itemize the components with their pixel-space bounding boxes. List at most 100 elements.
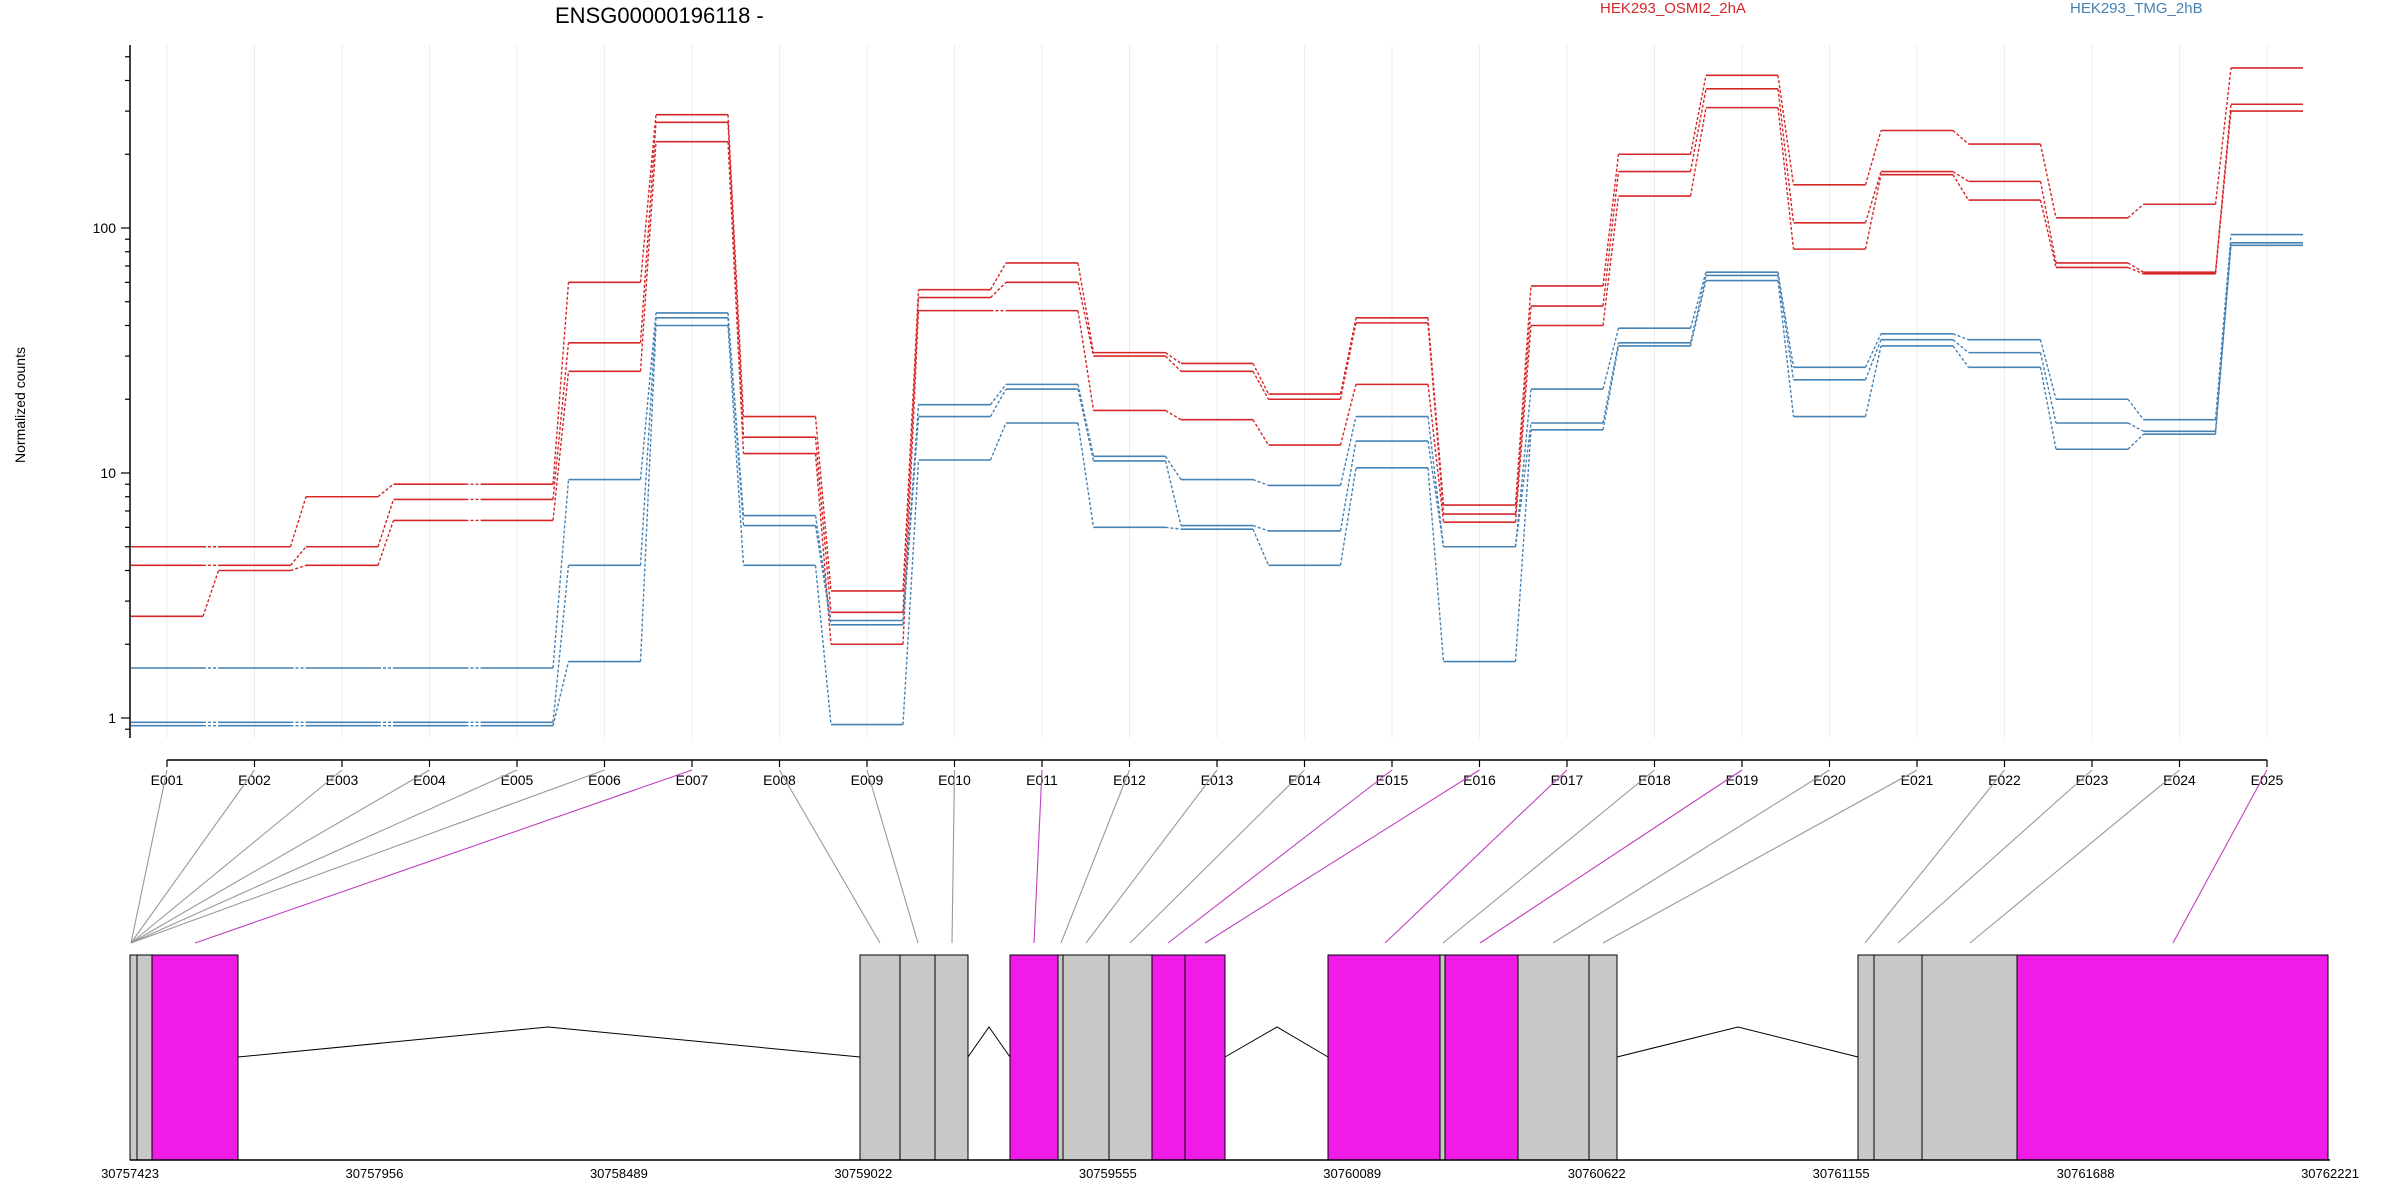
series-transition [639,325,657,662]
exon-connector [1129,769,1305,944]
exon-connector [130,769,605,944]
genomic-coordinate-axis: 30757423 30757956 30758489 30759022 30759555… [101,1159,2359,1181]
series-transition [990,281,1007,299]
x-tick-label: E002 [238,772,271,788]
plot-area [131,67,2303,727]
series-transition [1602,195,1620,326]
exon-connector [1204,769,1480,944]
series-transition [727,325,745,566]
series-transition [1165,352,1182,365]
series-transition [814,515,832,621]
exon-connector [1085,769,1218,944]
series-transition [2039,143,2057,219]
intron-line [1616,1026,1859,1058]
series-transition [1514,422,1532,547]
exon-block [1873,954,1923,1161]
exon-block [1439,954,1446,1161]
exon-connector [1060,769,1131,944]
series-transition [2039,352,2057,424]
series-transition [1339,317,1357,395]
series-transition [2127,398,2145,421]
series-transition [1252,528,1270,566]
series-transition [639,114,657,283]
coordinate-tick-label: 30759022 [834,1166,892,1181]
series-transition [902,459,920,725]
exon-block-highlighted [2016,954,2329,1161]
series-transition [1952,339,1969,354]
series-transition [1689,75,1707,155]
x-tick-label: E006 [588,772,621,788]
series-transition [1339,384,1357,446]
x-tick-label: E020 [1813,772,1846,788]
series-transition [989,388,1007,417]
exon-block [899,954,936,1161]
series-transition [1252,419,1270,446]
x-tick-label: E016 [1463,772,1496,788]
series-transition [1602,342,1620,424]
series-transition [1165,355,1182,372]
series-transition [727,122,745,438]
exon-connector [1897,769,2093,944]
exon-block [1921,954,2018,1161]
series-transition [1077,262,1095,353]
series-transition [202,570,220,617]
coordinate-tick-label: 30757423 [101,1166,159,1181]
series-transition [2127,433,2144,450]
chart-title: ENSG00000196118 - [555,3,764,28]
y-tick-label: 100 [93,220,117,236]
x-tick-label: E025 [2251,772,2284,788]
exon-block-highlighted [151,954,239,1161]
series-transition [814,565,832,725]
series-transition [1777,275,1795,380]
series-transition [2127,203,2144,219]
x-tick-label: E022 [1988,772,2021,788]
coordinate-tick-label: 30760089 [1323,1166,1381,1181]
series-transition [1777,280,1795,417]
exon-block [934,954,969,1161]
exon-block-highlighted [1184,954,1226,1161]
series-transition [989,422,1007,461]
exon-block [1588,954,1618,1161]
exon-block [1857,954,1875,1161]
series-transition [989,262,1007,291]
series-transition [1077,282,1095,357]
series-transition [1514,429,1532,662]
series-transition [989,383,1007,406]
exon-connector [1479,769,1743,944]
series-transition [1427,384,1445,523]
series-transition [1252,478,1269,487]
series-transition [2127,422,2144,432]
y-axis: 1 10 100 [93,45,131,738]
x-tick-label: E021 [1901,772,1934,788]
exon-block [859,954,901,1161]
x-tick-label: E008 [763,772,796,788]
series-transition [1602,154,1620,287]
series-transition [2214,234,2232,420]
series-transition [289,546,307,566]
vertical-grid [166,45,2268,738]
series-transition [1339,440,1357,532]
exon-connector [1552,769,1830,944]
series-transition [1602,328,1620,390]
exon-block [1108,954,1153,1161]
exon-connector [1864,769,2005,944]
series-transition [2039,339,2057,400]
x-tick-label: E014 [1288,772,1321,788]
coordinate-tick-label: 30762221 [2301,1166,2359,1181]
series-transition [1077,422,1095,528]
x-tick-label: E001 [151,772,184,788]
series-transition [1602,345,1620,430]
series-transition [814,453,832,645]
series-transition [1427,440,1445,547]
series-transition [1864,130,1882,186]
series-transition [1952,174,1970,201]
series-transition [1165,409,1182,421]
series-transition [639,122,657,343]
series-transition [1864,171,1882,224]
series-transition [2214,67,2232,205]
series-transition [727,141,745,454]
series-transition [1777,88,1795,223]
series-transition [1864,345,1882,417]
x-tick-label: E017 [1551,772,1584,788]
